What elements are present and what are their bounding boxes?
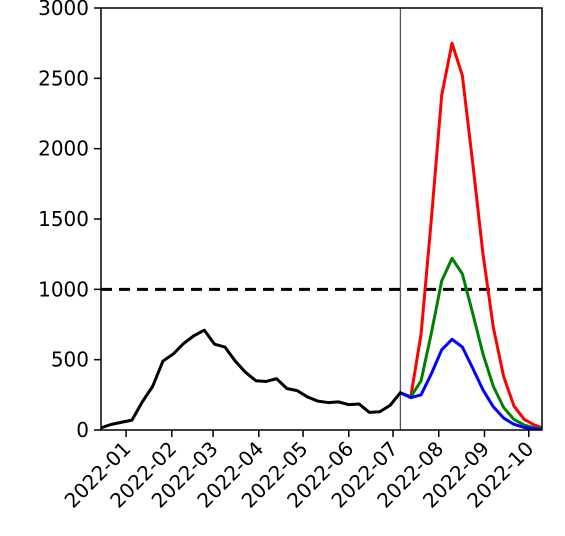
series-line-1 <box>398 41 542 430</box>
axes: 0500100015002000250030002022-012022-0220… <box>38 0 543 513</box>
plot-area <box>101 8 542 430</box>
y-tick-label: 1000 <box>38 277 89 301</box>
plot-frame <box>100 7 543 431</box>
y-tick-label: 2000 <box>38 137 89 161</box>
y-tick-label: 3000 <box>38 0 89 20</box>
y-tick-label: 2500 <box>38 66 89 90</box>
series-line-2 <box>398 256 542 430</box>
y-tick-label: 500 <box>51 348 89 372</box>
y-tick-label: 0 <box>76 418 89 442</box>
series-line-3 <box>398 337 542 430</box>
y-tick-label: 1500 <box>38 207 89 231</box>
series-line-0 <box>101 328 402 430</box>
